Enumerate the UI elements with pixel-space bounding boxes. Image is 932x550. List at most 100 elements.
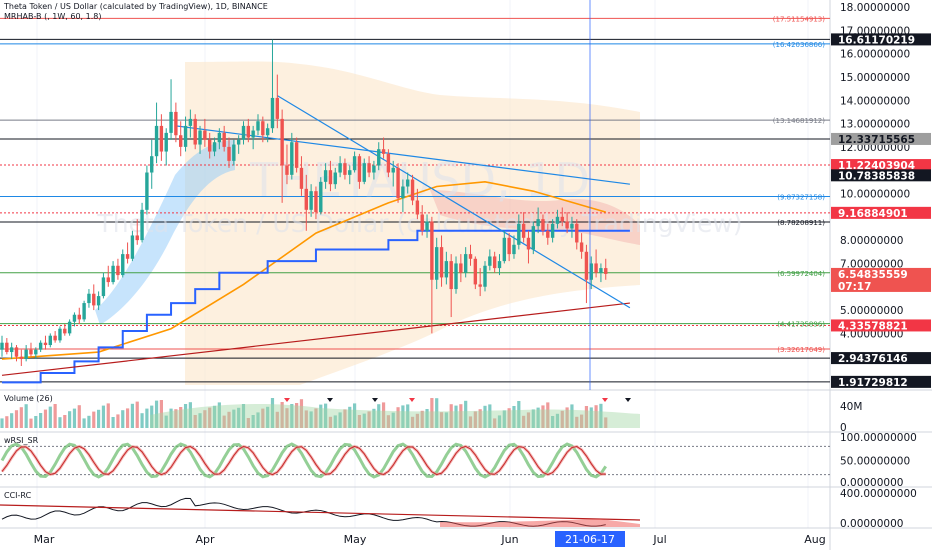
price-tag-value: 4.33578821: [838, 320, 908, 332]
candle-body: [410, 179, 415, 201]
volume-bar: [599, 403, 603, 428]
orange-moving-average: [1, 181, 606, 360]
price-tag: 9.16884901: [831, 206, 931, 220]
candle-body: [67, 321, 72, 334]
candle-body: [19, 356, 24, 360]
candle-body: [256, 121, 260, 131]
candle-body: [526, 237, 531, 250]
candle-body: [198, 130, 202, 145]
cci-signal-line: [0, 504, 641, 521]
volume-bar: [43, 409, 48, 428]
candle-body: [96, 296, 101, 306]
volume-bar: [82, 418, 86, 428]
price-tag-value: 6.54835559: [838, 269, 908, 281]
candle-body: [236, 139, 241, 145]
volume-bar: [473, 411, 477, 428]
crosshair-date-bg: [555, 531, 625, 547]
fib-label: (9.87327158): [777, 194, 825, 202]
candle-body: [579, 242, 584, 252]
volume-bar: [497, 415, 502, 428]
volume-bar: [290, 404, 294, 428]
volume-bar: [304, 410, 308, 428]
volume-bar: [372, 408, 376, 428]
candle-body: [193, 118, 197, 145]
candle-body: [63, 328, 67, 334]
volume-bar: [237, 407, 241, 428]
candle-body: [497, 261, 502, 269]
volume-bar: [522, 415, 526, 428]
price-tag-value: 10.78385838: [838, 170, 915, 182]
volume-bar: [145, 408, 149, 428]
price-tag-value: 1.91729812: [838, 377, 908, 389]
volume-bar: [526, 412, 531, 428]
volume-bar: [439, 412, 444, 428]
candle-body: [285, 165, 289, 175]
price-tag: 4.33578821: [831, 319, 931, 332]
candle-body: [121, 254, 125, 276]
volume-bar: [111, 417, 115, 428]
candle-body: [280, 118, 284, 166]
volume-bar: [39, 413, 43, 428]
candle-body: [401, 186, 405, 199]
volume-bar: [328, 416, 333, 428]
fib-label: (16.42036866): [773, 41, 825, 49]
volume-bar: [125, 408, 130, 428]
volume-bar: [295, 403, 299, 428]
candle-body: [48, 335, 52, 346]
volume-bar: [116, 414, 120, 428]
candle-body: [348, 170, 352, 175]
candle-body: [77, 314, 81, 320]
volume-bar: [154, 400, 159, 428]
candle-body: [251, 130, 255, 138]
volume-bar: [546, 402, 550, 428]
volume-bar: [0, 418, 4, 428]
volume-bar: [179, 407, 183, 428]
candle-body: [546, 230, 550, 238]
volume-bar: [478, 409, 482, 428]
volume-bar: [468, 416, 473, 428]
wrsi-tick-label: 0.00000000: [840, 477, 903, 489]
candle-body: [512, 244, 516, 255]
candle-body: [159, 125, 164, 152]
volume-bar: [362, 413, 366, 428]
candle-body: [87, 293, 91, 304]
volume-bar: [19, 407, 23, 428]
wrsi-signal-line: [1, 445, 606, 476]
blue-step-line: [2, 229, 630, 384]
volume-bar: [381, 402, 386, 428]
volume-bar: [29, 418, 33, 428]
volume-bar: [377, 404, 381, 428]
cci-pane-label: CCI-RC: [4, 491, 32, 500]
volume-bar: [34, 416, 38, 428]
volume-bar: [169, 408, 173, 428]
volume-bar: [58, 417, 62, 428]
candle-body: [319, 181, 323, 213]
volume-bar: [183, 404, 188, 428]
x-tick-label: Jul: [652, 533, 666, 546]
volume-bar: [270, 398, 275, 428]
candle-body: [34, 349, 38, 355]
volume-bar: [454, 405, 458, 428]
volume-bar: [483, 405, 487, 428]
indicator-title: MRHAB-B (, 1W, 60, 1.8): [4, 12, 102, 21]
volume-bar: [357, 415, 362, 428]
price-tag-bg: [831, 319, 931, 332]
candle-body: [154, 125, 159, 157]
candle-body: [169, 111, 173, 133]
symbol-title: Theta Token / US Dollar (calculated by T…: [4, 2, 268, 11]
price-tag-bg: [831, 159, 931, 172]
signal-arrow: [625, 398, 631, 402]
volume-bar: [604, 417, 608, 428]
volume-bar: [280, 402, 284, 428]
candle-body: [555, 216, 560, 224]
volume-bar: [386, 415, 390, 428]
candle-body: [43, 342, 48, 346]
volume-bar: [507, 408, 511, 428]
candle-body: [82, 303, 86, 320]
candle-body: [179, 135, 183, 147]
candle-body: [483, 265, 487, 287]
price-tag-bg: [831, 206, 931, 219]
candle-body: [275, 97, 280, 119]
candle-body: [241, 125, 246, 140]
